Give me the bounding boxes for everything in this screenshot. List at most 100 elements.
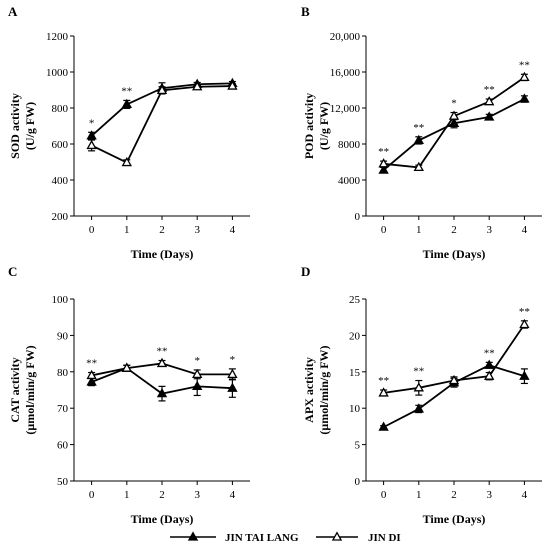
legend-item: JIN TAI LANG: [170, 531, 299, 544]
data-point: [413, 403, 424, 413]
data-point: [484, 359, 495, 369]
significance-mark: **: [519, 59, 530, 71]
y-tick-label: 400: [52, 175, 69, 187]
data-point: [378, 158, 389, 168]
series-jin-di: [86, 80, 238, 167]
data-point: [519, 71, 530, 82]
data-point: [156, 84, 168, 95]
significance-mark: **: [519, 306, 530, 318]
significance-mark: **: [378, 146, 389, 158]
legend-label: JIN DI: [368, 532, 401, 544]
significance-mark: **: [157, 346, 168, 358]
data-point: [519, 93, 530, 103]
y-axis-label: (μmol/min/g FW): [23, 345, 37, 434]
data-point: [413, 161, 424, 172]
data-point: [227, 382, 238, 392]
data-point: [378, 421, 389, 431]
series-jin-di: [86, 357, 238, 381]
x-tick-label: 2: [159, 489, 165, 501]
y-tick-label: 12,000: [330, 103, 361, 115]
panel-letter: A: [8, 4, 18, 19]
y-tick-label: 600: [52, 139, 69, 151]
series-jin-tai-lang: [378, 359, 530, 431]
series-line: [91, 85, 233, 164]
significance-mark: **: [413, 122, 424, 134]
y-axis-label: POD activity: [302, 93, 316, 159]
significance-mark: *: [194, 355, 200, 367]
y-tick-label: 1000: [46, 67, 69, 79]
data-point: [378, 387, 389, 397]
y-tick-label: 25: [349, 294, 361, 306]
data-point: [378, 164, 389, 174]
x-tick-label: 3: [486, 224, 492, 236]
significance-mark: **: [484, 347, 495, 359]
y-axis-label: CAT activity: [8, 357, 22, 422]
data-point: [227, 80, 238, 90]
significance-mark: **: [121, 85, 132, 97]
x-tick-label: 3: [194, 224, 200, 236]
y-axis-label: (μmol/min/g FW): [317, 345, 331, 434]
y-tick-label: 200: [52, 211, 69, 223]
y-tick-label: 60: [57, 440, 69, 452]
data-point: [448, 117, 460, 127]
x-tick-label: 4: [230, 224, 236, 236]
y-tick-label: 80: [57, 367, 69, 379]
data-point: [227, 368, 238, 379]
x-tick-label: 4: [522, 224, 528, 236]
panel-letter: D: [301, 264, 310, 279]
data-point: [86, 376, 97, 386]
panel-letter: C: [8, 264, 17, 279]
panel-d: D 0 5 10 15 20 25 0 1 2 3 4 Time (Days) APX activity(…: [301, 264, 542, 526]
x-tick-label: 0: [381, 489, 387, 501]
y-axis-label: SOD activity: [8, 93, 22, 159]
panel-a: A 200 400 600 800 1000 1200 0 1 2 3 4 Time (Days) SOD…: [8, 4, 250, 261]
x-axis-label: Time (Days): [131, 512, 194, 526]
data-point: [448, 110, 460, 120]
y-tick-label: 0: [355, 211, 361, 223]
data-point: [156, 388, 168, 398]
y-tick-label: 5: [355, 440, 361, 452]
x-tick-label: 4: [522, 489, 528, 501]
data-point: [519, 370, 530, 380]
data-point: [86, 139, 97, 150]
significance-mark: **: [378, 375, 389, 387]
data-point: [413, 382, 424, 392]
y-axis-label: (U/g FW): [317, 102, 331, 150]
y-tick-label: 16,000: [330, 67, 361, 79]
data-point: [156, 357, 168, 368]
data-point: [484, 96, 495, 106]
y-tick-label: 50: [57, 476, 69, 488]
data-point: [519, 318, 530, 329]
panel-b: B 0 4000 8000 12,000 16,000 20,000 0 1 2 3 4 Time (D…: [301, 4, 542, 261]
data-point: [448, 374, 460, 385]
significance-mark: *: [230, 354, 236, 366]
y-tick-label: 100: [52, 294, 69, 306]
panel-letter: B: [301, 4, 310, 19]
series-line: [383, 98, 525, 171]
data-point: [86, 369, 97, 380]
x-axis-label: Time (Days): [423, 247, 486, 261]
y-axis-label: (U/g FW): [23, 102, 37, 150]
significance-mark: **: [86, 358, 97, 370]
x-tick-label: 1: [124, 489, 130, 501]
y-tick-label: 70: [57, 403, 69, 415]
data-point: [413, 134, 424, 145]
x-tick-label: 3: [486, 489, 492, 501]
x-tick-label: 2: [159, 224, 165, 236]
x-tick-label: 2: [451, 489, 457, 501]
y-axis-label: APX activity: [302, 357, 316, 423]
series-jin-di: [378, 318, 530, 397]
data-point: [121, 156, 132, 167]
data-point: [484, 111, 495, 121]
x-tick-label: 0: [89, 224, 95, 236]
y-tick-label: 8000: [338, 139, 361, 151]
x-tick-label: 4: [230, 489, 236, 501]
series-jin-di: [378, 71, 530, 172]
y-tick-label: 15: [349, 367, 361, 379]
data-point: [484, 370, 495, 380]
y-tick-label: 800: [52, 103, 69, 115]
data-point: [192, 368, 203, 379]
y-tick-label: 10: [349, 403, 361, 415]
legend: JIN TAI LANG JIN DI: [170, 531, 401, 544]
series-line: [383, 364, 525, 428]
